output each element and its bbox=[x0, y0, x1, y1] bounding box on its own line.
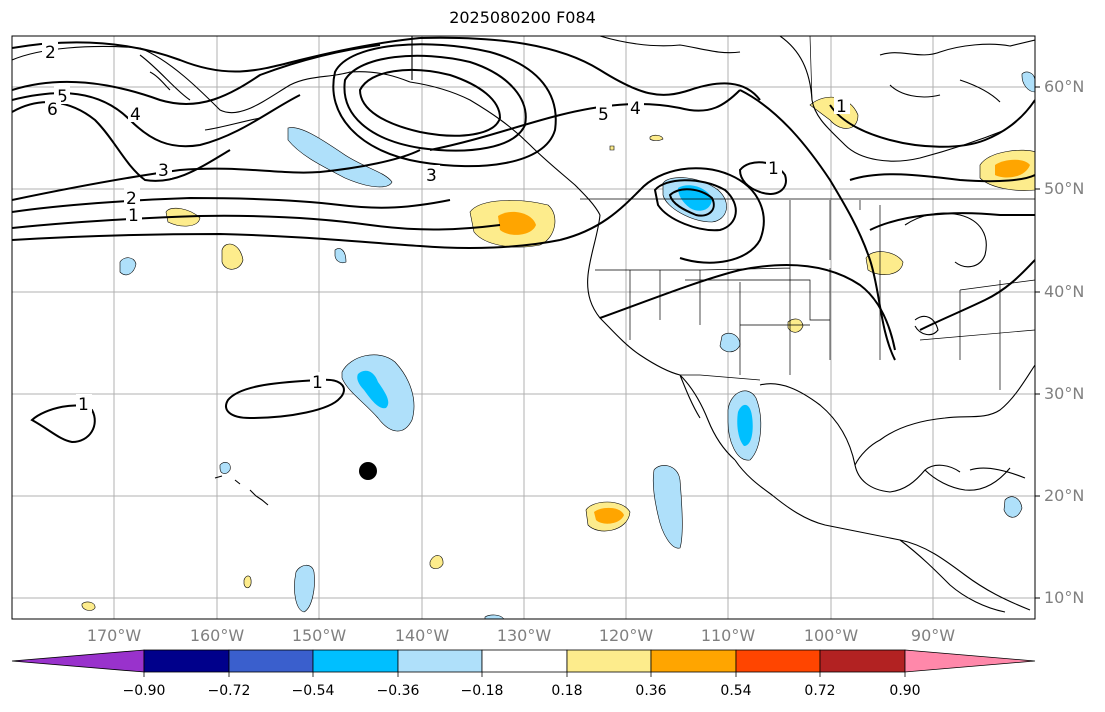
colorbar-tick-label: −0.54 bbox=[291, 683, 335, 699]
map-frame bbox=[11, 35, 1036, 620]
colorbar-segment bbox=[566, 649, 652, 673]
contour-label: 2 bbox=[126, 189, 137, 209]
anomaly-area bbox=[294, 564, 315, 613]
contour-label: 1 bbox=[312, 373, 323, 393]
lat-label: 50°N bbox=[1044, 179, 1085, 198]
colorbar-segment bbox=[481, 649, 568, 673]
contour-label: 4 bbox=[130, 105, 141, 125]
lon-label: 120°W bbox=[598, 626, 654, 645]
anomaly-area bbox=[652, 465, 683, 549]
lat-label: 60°N bbox=[1044, 77, 1085, 96]
anomaly-area bbox=[334, 248, 347, 264]
anomaly-area bbox=[498, 211, 536, 235]
anomaly-area bbox=[995, 159, 1030, 178]
lon-label: 90°W bbox=[910, 626, 956, 645]
lon-label: 170°W bbox=[86, 626, 142, 645]
anomaly-area bbox=[287, 127, 393, 188]
lon-label: 100°W bbox=[803, 626, 859, 645]
colorbar-segment bbox=[397, 649, 483, 673]
anomaly-area bbox=[81, 601, 96, 611]
lon-label: 110°W bbox=[700, 626, 756, 645]
lon-label: 130°W bbox=[496, 626, 552, 645]
colorbar-tick-label: −0.90 bbox=[122, 683, 166, 699]
colorbar-tick-label: 0.18 bbox=[551, 683, 583, 699]
lat-label: 20°N bbox=[1044, 486, 1085, 505]
coastlines bbox=[12, 36, 1035, 613]
lat-label: 30°N bbox=[1044, 384, 1085, 403]
contour-label: 3 bbox=[426, 166, 437, 186]
contour-label: 1 bbox=[78, 395, 89, 415]
lat-label: 40°N bbox=[1044, 282, 1085, 301]
colorbar-tick-label: −0.72 bbox=[207, 683, 251, 699]
anomaly-area bbox=[484, 614, 505, 619]
anomaly-area bbox=[1021, 71, 1035, 93]
colorbar-tick-label: −0.18 bbox=[460, 683, 504, 699]
lat-label: 10°N bbox=[1044, 588, 1085, 607]
colorbar-tick-label: 0.90 bbox=[889, 683, 921, 699]
colorbar-segment bbox=[312, 649, 399, 673]
colorbar-tick-label: 0.72 bbox=[804, 683, 836, 699]
contour-label: 1 bbox=[128, 206, 139, 226]
anomaly-area bbox=[609, 145, 615, 151]
contour-label: 2 bbox=[45, 43, 56, 63]
anomaly-area bbox=[594, 507, 624, 524]
anomaly-area bbox=[865, 251, 904, 275]
anomaly-area bbox=[221, 243, 244, 270]
contour-label: 5 bbox=[57, 87, 68, 107]
anomaly-area bbox=[429, 555, 444, 569]
colorbar-segment bbox=[735, 649, 821, 673]
colorbar-tick-label: −0.36 bbox=[376, 683, 420, 699]
anomaly-area bbox=[357, 370, 389, 409]
contour-label: 1 bbox=[836, 97, 847, 117]
anomaly-area bbox=[1003, 496, 1023, 518]
contour-label: 4 bbox=[630, 99, 641, 119]
colorbar-segment bbox=[143, 649, 230, 673]
graticule bbox=[12, 36, 1035, 619]
anomaly-area bbox=[219, 461, 231, 474]
colorbar-tick-label: 0.54 bbox=[720, 683, 752, 699]
lon-label: 150°W bbox=[291, 626, 347, 645]
anomaly-area bbox=[649, 134, 664, 141]
contour-label: 6 bbox=[47, 100, 58, 120]
colorbar bbox=[11, 649, 1036, 677]
anomaly-area bbox=[119, 257, 137, 276]
negative-anomaly-areas bbox=[119, 71, 1035, 619]
contour-label: 3 bbox=[158, 161, 169, 181]
colorbar-extend-min bbox=[11, 649, 145, 673]
lon-label: 160°W bbox=[189, 626, 245, 645]
map-title: 2025080200 F084 bbox=[449, 8, 596, 27]
contour-label-layer: 2 5 6 4 3 2 1 3 5 4 1 1 1 1 bbox=[42, 42, 850, 415]
colorbar-segment bbox=[228, 649, 314, 673]
anomaly-area bbox=[737, 404, 753, 446]
anomaly-area bbox=[243, 575, 252, 589]
colorbar-extend-max bbox=[904, 649, 1036, 673]
location-marker bbox=[359, 462, 377, 480]
colorbar-segment bbox=[650, 649, 737, 673]
colorbar-tick-label: 0.36 bbox=[635, 683, 667, 699]
contour-label: 5 bbox=[598, 105, 609, 125]
colorbar-segment bbox=[819, 649, 906, 673]
anomaly-area bbox=[787, 318, 804, 333]
contour-label: 1 bbox=[768, 159, 779, 179]
lon-label: 140°W bbox=[394, 626, 450, 645]
